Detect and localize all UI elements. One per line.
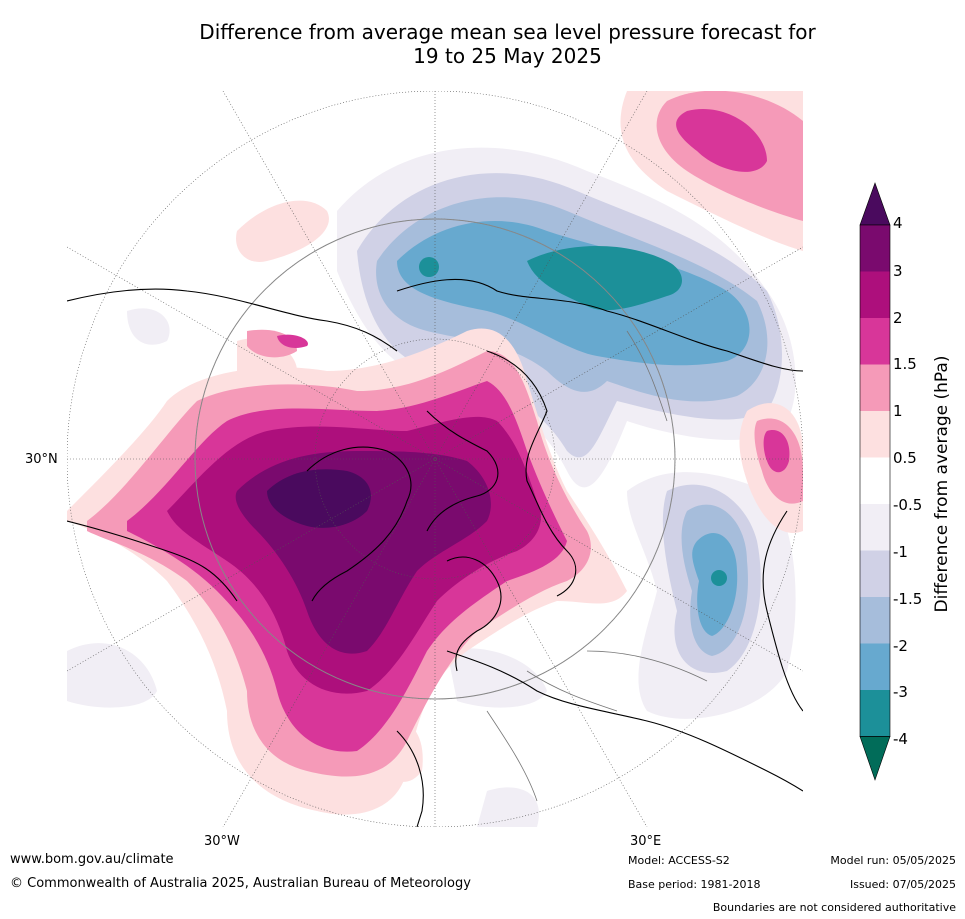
colorbar-bin-m1-5-m2 <box>860 597 890 644</box>
colorbar-tick-3: 3 <box>893 262 903 280</box>
colorbar-tick-1: 1 <box>893 402 903 420</box>
coastlines <box>67 278 803 827</box>
colorbar-bin-0-5-1 <box>860 411 890 458</box>
title-line-1: Difference from average mean sea level p… <box>199 20 816 44</box>
colorbar-tick-m4: -4 <box>893 730 908 748</box>
copyright-text: © Commonwealth of Australia 2025, Austra… <box>10 876 471 891</box>
colorbar-title-text: Difference from average (hPa) <box>932 355 952 613</box>
colorbar-tick-4: 4 <box>893 214 903 232</box>
contour-4 <box>267 469 371 528</box>
borders <box>486 330 708 802</box>
colorbar-cap-low <box>859 736 891 781</box>
colorbar-tick-m2: -2 <box>893 637 908 655</box>
source-url: www.bom.gov.au/climate <box>10 852 174 867</box>
colorbar-cap-high <box>859 182 891 226</box>
map-title: Difference from average mean sea level p… <box>0 20 965 68</box>
colorbar-tick-0-5: 0.5 <box>893 449 917 467</box>
pressure-anomaly-map <box>67 91 803 827</box>
latitude-label-30n: 30°N <box>25 452 58 467</box>
colorbar-bin-m1-m1-5 <box>860 550 890 597</box>
colorbar-tick-m1-5: -1.5 <box>893 590 923 608</box>
issued-date: Issued: 07/05/2025 <box>849 878 956 891</box>
colorbar-bin-m3-m4 <box>860 690 890 737</box>
title-line-2: 19 to 25 May 2025 <box>413 44 602 68</box>
colorbar-tick-m0-5: -0.5 <box>893 496 923 514</box>
colorbar-bin-neutral <box>860 457 890 504</box>
latitude-circle <box>194 218 676 700</box>
model-name: Model: ACCESS-S2 <box>628 854 730 867</box>
colorbar-bin-1-1-5 <box>860 364 890 411</box>
colorbar-bin-3-4 <box>860 225 890 272</box>
colorbar-tick-2: 2 <box>893 309 903 327</box>
colorbar-bin-m0-5-m1 <box>860 504 890 551</box>
base-period: Base period: 1981-2018 <box>628 878 761 891</box>
boundaries-disclaimer: Boundaries are not considered authoritat… <box>712 901 956 914</box>
colorbar <box>859 182 891 781</box>
longitude-label-30e: 30°E <box>630 834 662 849</box>
colorbar-tick-m1: -1 <box>893 543 908 561</box>
colorbar-bin-2-3 <box>860 271 890 318</box>
colorbar-tick-1-5: 1.5 <box>893 355 917 373</box>
colorbar-bin-m2-m3 <box>860 643 890 690</box>
contour-minus-3 <box>419 246 727 586</box>
model-run-date: Model run: 05/05/2025 <box>830 854 956 867</box>
colorbar-bin-1-5-2 <box>860 318 890 365</box>
colorbar-tick-m3: -3 <box>893 683 908 701</box>
longitude-label-30w: 30°W <box>204 834 240 849</box>
